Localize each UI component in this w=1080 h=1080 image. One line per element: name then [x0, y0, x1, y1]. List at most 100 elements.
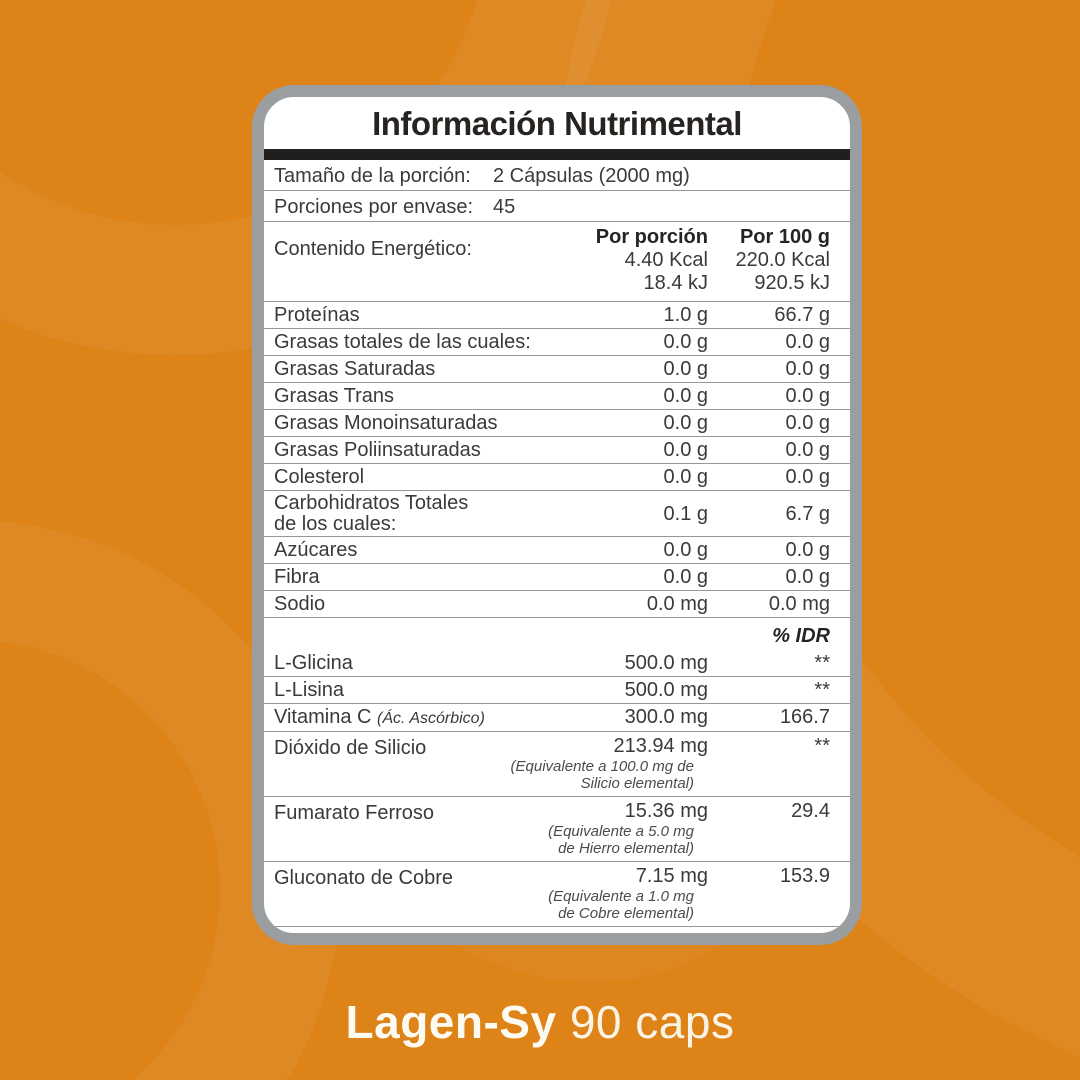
nutrient-per-serving: 0.0 g: [663, 439, 708, 461]
serving-size-row: Tamaño de la porción: 2 Cápsulas (2000 m…: [264, 160, 850, 191]
table-row-total-carbs: Carbohidratos Totales de los cuales: 0.1…: [264, 491, 850, 537]
energy-kcal-row: 4.40 Kcal 220.0 Kcal: [274, 249, 830, 272]
nutrient-name: Grasas Saturadas: [274, 358, 436, 380]
table-row-cholesterol: Colesterol 0.0 g 0.0 g: [264, 464, 850, 491]
supplement-amount: 500.0 mg: [624, 679, 708, 701]
supplement-equivalent-line1: (Equivalente a 5.0 mg: [548, 823, 694, 840]
table-row-silicon-dioxide: Dióxido de Silicio 213.94 mg (Equivalent…: [264, 732, 850, 797]
supplement-idr: 29.4: [791, 800, 830, 822]
supplement-name: Gluconato de Cobre: [274, 867, 454, 889]
table-row-saturated-fat: Grasas Saturadas 0.0 g 0.0 g: [264, 356, 850, 383]
nutrient-name: Azúcares: [274, 539, 358, 561]
nutrient-per-100g: 0.0 g: [785, 439, 830, 461]
supplement-name: L-Lisina: [274, 679, 345, 701]
supplement-amount: 213.94 mg: [613, 735, 708, 757]
product-size: 90 caps: [569, 996, 735, 1048]
supplement-idr: **: [814, 679, 830, 701]
table-row-trans-fat: Grasas Trans 0.0 g 0.0 g: [264, 383, 850, 410]
nutrient-per-100g: 66.7 g: [774, 304, 830, 326]
energy-kj-per-serving: 18.4 kJ: [643, 272, 708, 294]
supplement-amount-block: 7.15 mg (Equivalente a 1.0 mg de Cobre e…: [408, 865, 708, 922]
nutrient-per-100g: 0.0 g: [785, 466, 830, 488]
table-row-polyunsaturated-fat: Grasas Poliinsaturadas 0.0 g 0.0 g: [264, 437, 850, 464]
nutrient-name-line1: Carbohidratos Totales: [274, 492, 469, 514]
nutrient-per-100g: 0.0 g: [785, 358, 830, 380]
product-name: Lagen-Sy: [345, 996, 557, 1048]
nutrient-per-serving: 0.0 g: [663, 358, 708, 380]
nutrient-per-serving: 1.0 g: [663, 304, 708, 326]
energy-kj-per-100g: 920.5 kJ: [754, 272, 830, 294]
supplement-name: Fumarato Ferroso: [274, 802, 435, 824]
supplement-name: Dióxido de Silicio: [274, 737, 427, 759]
table-row-total-fat: Grasas totales de las cuales: 0.0 g 0.0 …: [264, 329, 850, 356]
table-row-l-lysine: L-Lisina 500.0 mg **: [264, 677, 850, 704]
serving-size-label: Tamaño de la porción:: [274, 165, 471, 187]
nutrient-per-100g: 0.0 g: [785, 385, 830, 407]
supplement-equivalent-line2: de Cobre elemental): [558, 905, 694, 922]
nutrient-name: Grasas Trans: [274, 385, 395, 407]
supplement-amount-block: 15.36 mg (Equivalente a 5.0 mg de Hierro…: [408, 800, 708, 857]
table-row-sodium: Sodio 0.0 mg 0.0 mg: [264, 591, 850, 618]
supplement-idr: **: [814, 735, 830, 757]
nutrient-per-serving: 0.1 g: [663, 502, 708, 525]
table-row-l-glycine: L-Glicina 500.0 mg **: [264, 650, 850, 677]
supplement-equivalent-line2: de Hierro elemental): [558, 840, 694, 857]
table-row-sugars: Azúcares 0.0 g 0.0 g: [264, 537, 850, 564]
table-row-vitamin-c: Vitamina C (Ác. Ascórbico) 300.0 mg 166.…: [264, 704, 850, 732]
idr-footnote: % IDR: Ingesta Diaria Recomendada ** Val…: [264, 927, 850, 933]
nutrient-per-100g: 0.0 g: [785, 331, 830, 353]
nutrient-per-serving: 0.0 g: [663, 466, 708, 488]
supplement-equivalent-line1: (Equivalente a 1.0 mg: [548, 888, 694, 905]
nutrient-name: Grasas Poliinsaturadas: [274, 439, 481, 461]
per-serving-header: Por porción: [595, 226, 708, 248]
energy-kcal-per-100g: 220.0 Kcal: [735, 249, 830, 271]
supplement-name: L-Glicina: [274, 652, 353, 674]
nutrient-name: Sodio: [274, 593, 326, 615]
per-100g-header: Por 100 g: [739, 226, 830, 248]
supplement-amount-block: 213.94 mg (Equivalente a 100.0 mg de Sil…: [408, 735, 708, 792]
nutrient-name: Proteínas: [274, 304, 360, 326]
label-title: Información Nutrimental: [372, 105, 742, 142]
supplement-idr: 166.7: [779, 706, 830, 728]
energy-content-block: Contenido Energético: Por porción Por 10…: [264, 222, 850, 302]
servings-per-container-row: Porciones por envase: 45: [264, 191, 850, 222]
nutrient-per-100g: 0.0 g: [785, 566, 830, 588]
nutrient-per-100g: 6.7 g: [785, 502, 830, 525]
nutrient-per-serving: 0.0 g: [663, 412, 708, 434]
nutrient-name: Grasas Monoinsaturadas: [274, 412, 498, 434]
nutrient-per-serving: 0.0 g: [663, 566, 708, 588]
nutrient-per-serving: 0.0 mg: [646, 593, 708, 615]
table-row-proteins: Proteínas 1.0 g 66.7 g: [264, 302, 850, 329]
vitamin-c-note: (Ác. Ascórbico): [377, 710, 485, 727]
nutrient-name: Colesterol: [274, 466, 365, 488]
nutrient-per-serving: 0.0 g: [663, 539, 708, 561]
nutrient-name: Carbohidratos Totales de los cuales:: [274, 493, 538, 535]
supplement-amount: 300.0 mg: [624, 706, 708, 728]
servings-per-container-label: Porciones por envase:: [274, 196, 474, 218]
energy-kcal-per-serving: 4.40 Kcal: [624, 249, 708, 271]
supplement-amount: 15.36 mg: [624, 800, 708, 822]
nutrient-per-100g: 0.0 mg: [768, 593, 830, 615]
supplement-idr: **: [814, 652, 830, 674]
idr-header-row: % IDR: [264, 618, 850, 650]
column-headers-row: Por porción Por 100 g: [274, 226, 830, 249]
supplement-name: Vitamina C (Ác. Ascórbico): [274, 706, 538, 730]
servings-per-container-value: 45: [493, 196, 516, 218]
energy-content-label: Contenido Energético:: [274, 238, 472, 260]
table-row-fiber: Fibra 0.0 g 0.0 g: [264, 564, 850, 591]
table-row-copper-gluconate: Gluconato de Cobre 7.15 mg (Equivalente …: [264, 862, 850, 927]
nutrient-per-serving: 0.0 g: [663, 331, 708, 353]
idr-header: % IDR: [772, 625, 830, 647]
energy-kj-row: 18.4 kJ 920.5 kJ: [274, 272, 830, 295]
title-divider-bar: [264, 149, 850, 160]
nutrition-label-card: Información Nutrimental Tamaño de la por…: [252, 85, 862, 945]
nutrient-per-serving: 0.0 g: [663, 385, 708, 407]
nutrient-name: Grasas totales de las cuales:: [274, 331, 531, 353]
nutrient-name: Fibra: [274, 566, 320, 588]
supplement-amount: 500.0 mg: [624, 652, 708, 674]
table-row-monounsaturated-fat: Grasas Monoinsaturadas 0.0 g 0.0 g: [264, 410, 850, 437]
product-brand-line: Lagen-Sy 90 caps: [0, 995, 1080, 1049]
nutrient-per-100g: 0.0 g: [785, 539, 830, 561]
supplement-amount: 7.15 mg: [635, 865, 708, 887]
supplement-idr: 153.9: [779, 865, 830, 887]
